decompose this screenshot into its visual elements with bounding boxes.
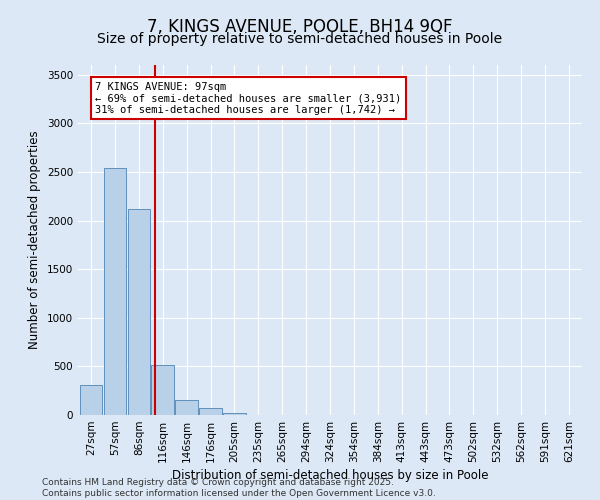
Text: 7, KINGS AVENUE, POOLE, BH14 9QF: 7, KINGS AVENUE, POOLE, BH14 9QF [147,18,453,36]
Bar [80,385,103,415]
X-axis label: Distribution of semi-detached houses by size in Poole: Distribution of semi-detached houses by … [172,469,488,482]
Bar [104,168,127,415]
Y-axis label: Number of semi-detached properties: Number of semi-detached properties [28,130,41,350]
Text: Contains HM Land Registry data © Crown copyright and database right 2025.
Contai: Contains HM Land Registry data © Crown c… [42,478,436,498]
Bar [128,209,150,415]
Bar [151,366,174,415]
Bar [223,413,246,415]
Bar [199,408,222,415]
Text: Size of property relative to semi-detached houses in Poole: Size of property relative to semi-detach… [97,32,503,46]
Text: 7 KINGS AVENUE: 97sqm
← 69% of semi-detached houses are smaller (3,931)
31% of s: 7 KINGS AVENUE: 97sqm ← 69% of semi-deta… [95,82,401,114]
Bar [175,400,198,415]
